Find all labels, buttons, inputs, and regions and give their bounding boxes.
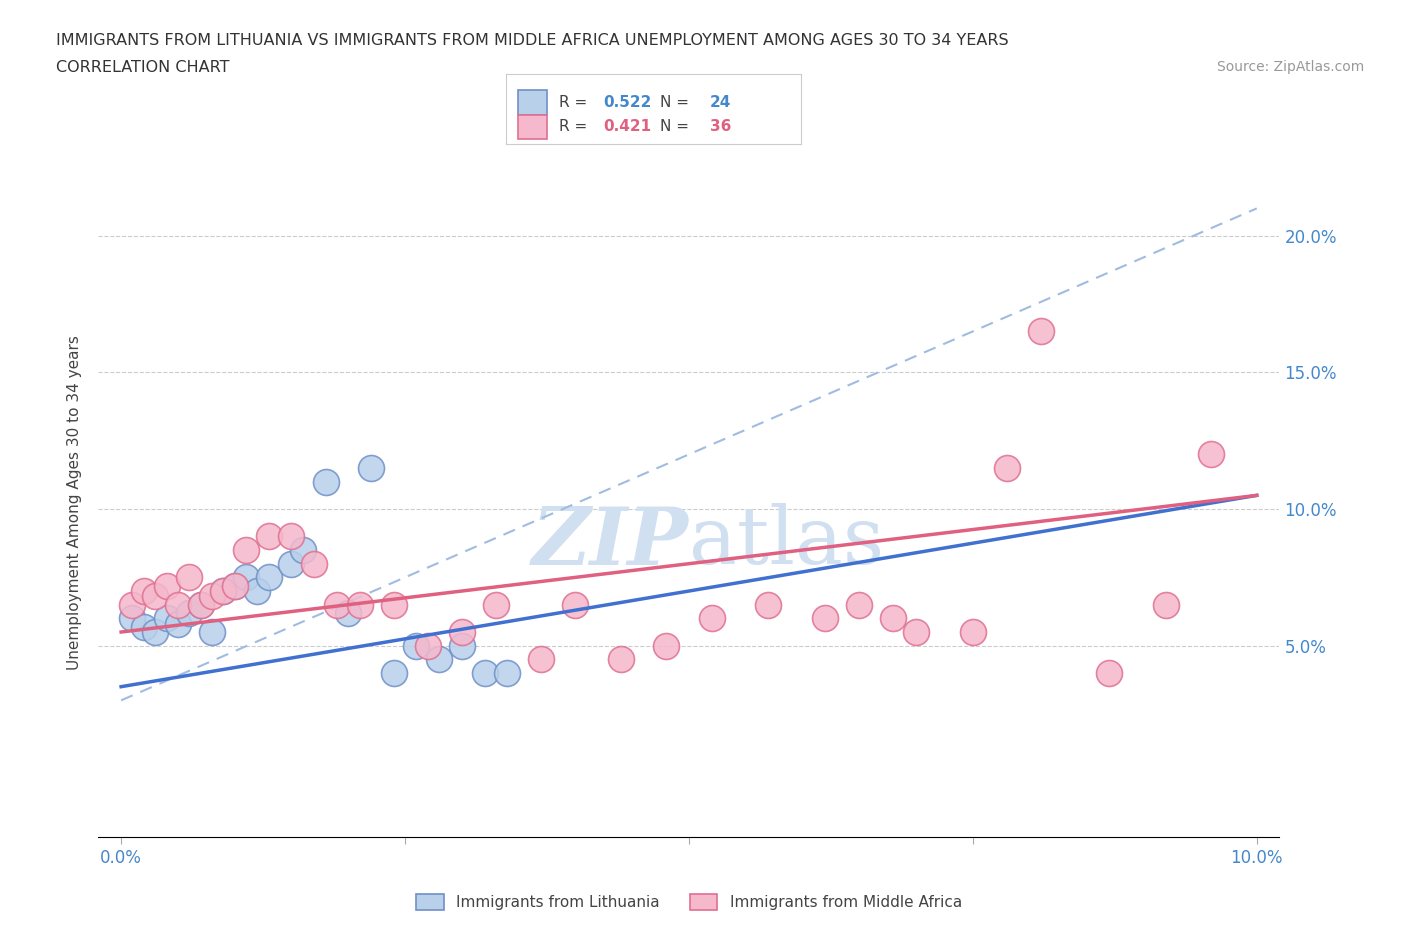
Point (1029, 324, 1052, 339)
Point (337, 605, 360, 620)
Point (167, 617, 190, 631)
Y-axis label: Unemployment Among Ages 30 to 34 years: Unemployment Among Ages 30 to 34 years (67, 335, 83, 670)
Text: N =: N = (659, 119, 693, 134)
Point (655, 638, 678, 653)
Point (155, 611, 177, 626)
Point (326, 597, 349, 612)
Text: 36: 36 (710, 119, 731, 134)
Point (257, 529, 280, 544)
Point (349, 597, 371, 612)
Point (167, 597, 190, 612)
Text: N =: N = (659, 95, 693, 110)
Point (758, 597, 780, 612)
Point (416, 638, 439, 653)
Point (224, 578, 246, 593)
Text: 24: 24 (710, 95, 731, 110)
Point (291, 542, 314, 557)
Point (360, 460, 382, 475)
Point (257, 570, 280, 585)
Point (224, 578, 246, 593)
Point (179, 605, 201, 620)
Point (155, 578, 177, 593)
Point (179, 570, 201, 585)
Point (450, 625, 472, 640)
Point (610, 652, 633, 667)
Text: CORRELATION CHART: CORRELATION CHART (56, 60, 229, 75)
Point (530, 652, 553, 667)
Text: 0.522: 0.522 (603, 95, 652, 110)
Point (427, 652, 450, 667)
Point (995, 460, 1018, 475)
Point (962, 625, 984, 640)
Point (235, 542, 257, 557)
Point (382, 597, 405, 612)
Point (1098, 666, 1121, 681)
Point (132, 584, 155, 599)
Legend: Immigrants from Lithuania, Immigrants from Middle Africa: Immigrants from Lithuania, Immigrants fr… (411, 888, 967, 916)
Text: atlas: atlas (689, 503, 884, 581)
Point (302, 556, 325, 571)
Text: 0.421: 0.421 (603, 119, 652, 134)
Point (474, 666, 496, 681)
Point (405, 638, 427, 653)
Point (564, 597, 586, 612)
Point (882, 611, 904, 626)
Text: R =: R = (560, 95, 592, 110)
Point (143, 625, 166, 640)
Point (121, 597, 143, 612)
Point (450, 638, 472, 653)
Point (848, 597, 870, 612)
Point (280, 529, 302, 544)
Point (212, 584, 235, 599)
Point (496, 666, 519, 681)
Point (814, 611, 837, 626)
Point (201, 625, 224, 640)
Point (1201, 447, 1223, 462)
Point (121, 611, 143, 626)
Point (246, 584, 269, 599)
Text: R =: R = (560, 119, 592, 134)
Point (190, 597, 212, 612)
Text: ZIP: ZIP (531, 504, 689, 581)
Point (485, 597, 508, 612)
Point (382, 666, 405, 681)
Point (212, 584, 235, 599)
Point (315, 474, 337, 489)
Text: Source: ZipAtlas.com: Source: ZipAtlas.com (1216, 60, 1364, 74)
Point (905, 625, 928, 640)
Point (132, 619, 155, 634)
Point (700, 611, 723, 626)
Point (280, 556, 302, 571)
Point (190, 597, 212, 612)
Point (143, 589, 166, 604)
FancyBboxPatch shape (517, 114, 547, 139)
Text: IMMIGRANTS FROM LITHUANIA VS IMMIGRANTS FROM MIDDLE AFRICA UNEMPLOYMENT AMONG AG: IMMIGRANTS FROM LITHUANIA VS IMMIGRANTS … (56, 33, 1010, 47)
Point (201, 589, 224, 604)
Point (235, 570, 257, 585)
Point (1154, 597, 1177, 612)
FancyBboxPatch shape (517, 90, 547, 114)
